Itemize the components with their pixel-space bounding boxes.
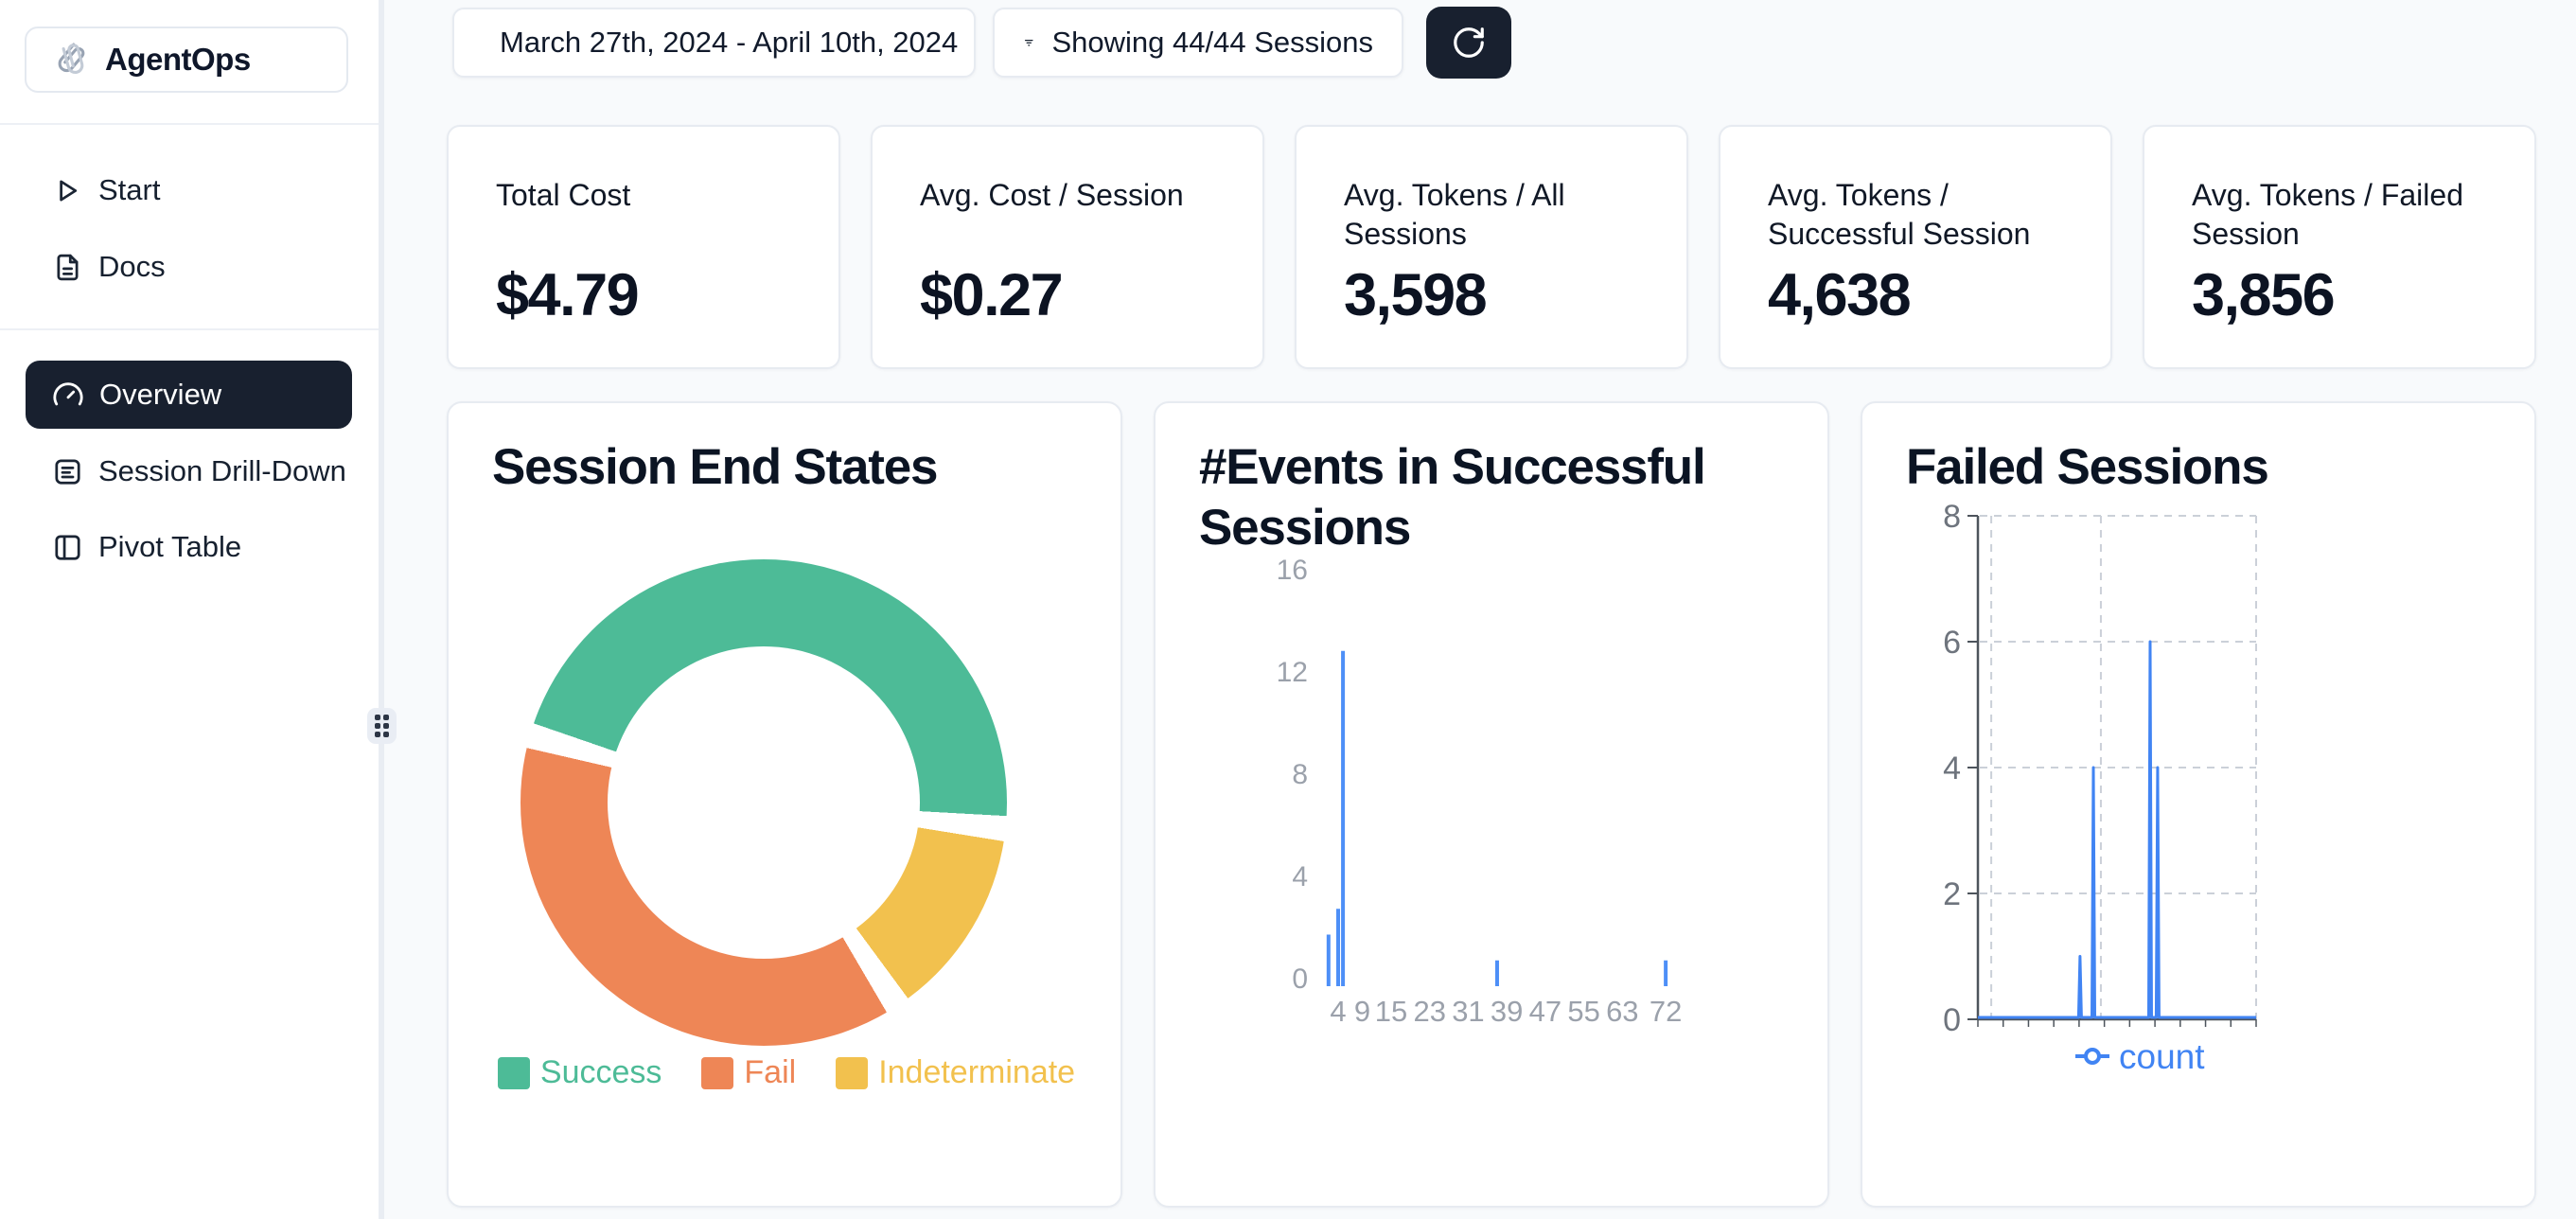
chart-card-session-end-states: Session End States Success Fail Indetermin…: [447, 401, 1122, 1208]
legend-swatch: [836, 1056, 869, 1089]
svg-text:count: count: [2119, 1037, 2205, 1076]
sidebar-item-docs[interactable]: Docs: [26, 239, 352, 294]
sidebar-item-label: Docs: [98, 250, 166, 283]
stat-label: Avg. Tokens / All Sessions: [1344, 178, 1565, 251]
sidebar-item-label: Session Drill-Down: [98, 454, 346, 487]
chart-title: Session End States: [492, 439, 938, 495]
session-filter-button[interactable]: Showing 44/44 Sessions: [993, 8, 1403, 78]
sidebar-resize-handle[interactable]: [367, 708, 397, 744]
stat-value: 3,598: [1344, 262, 1488, 328]
svg-text:39: 39: [1491, 995, 1523, 1028]
drag-dots-icon: [375, 715, 389, 737]
svg-text:8: 8: [1292, 759, 1308, 790]
svg-text:0: 0: [1292, 963, 1308, 995]
legend-swatch: [701, 1056, 734, 1089]
app-name: AgentOps: [105, 42, 251, 77]
svg-text:4: 4: [1292, 861, 1308, 892]
stat-label: Avg. Tokens / Failed Session: [2192, 178, 2463, 251]
date-range-picker[interactable]: March 27th, 2024 - April 10th, 2024: [452, 8, 976, 78]
chart-card-events-successful: #Events in Successful Sessions 0 4 8 12 16 4 9…: [1154, 401, 1829, 1208]
sidebar-item-pivot-table[interactable]: Pivot Table: [26, 520, 352, 574]
stat-value: 3,856: [2192, 262, 2336, 328]
refresh-icon: [1454, 27, 1484, 58]
svg-text:72: 72: [1650, 995, 1682, 1028]
gauge-icon: [53, 382, 83, 406]
svg-text:16: 16: [1277, 555, 1308, 586]
document-icon: [57, 254, 79, 280]
svg-text:2: 2: [1943, 876, 1961, 912]
sidebar-item-session-drill-down[interactable]: Session Drill-Down: [26, 444, 352, 499]
sidebar-item-label: Start: [98, 173, 161, 206]
stat-label: Total Cost: [496, 178, 631, 212]
legend-swatch: [497, 1056, 530, 1089]
sidebar-item-label: Pivot Table: [98, 530, 242, 563]
stat-card-avg-tokens-successful: Avg. Tokens / Successful Session 4,638: [1719, 125, 2112, 369]
sidebar-item-overview[interactable]: Overview: [26, 361, 352, 429]
legend-item-indeterminate[interactable]: Indeterminate: [836, 1054, 1075, 1091]
divider: [0, 328, 379, 330]
svg-text:47: 47: [1529, 995, 1561, 1028]
date-range-label: March 27th, 2024 - April 10th, 2024: [500, 26, 959, 59]
stat-card-avg-tokens-all: Avg. Tokens / All Sessions 3,598: [1295, 125, 1688, 369]
legend-item-success[interactable]: Success: [497, 1054, 662, 1091]
donut-legend: Success Fail Indeterminate: [449, 1054, 1124, 1091]
svg-text:4: 4: [1943, 751, 1961, 786]
legend-item-fail[interactable]: Fail: [701, 1054, 796, 1091]
chart-card-failed-sessions: Failed Sessions 0 2 4 6 8 count: [1861, 401, 2536, 1208]
failed-sessions-line-chart[interactable]: 0 2 4 6 8 count: [1862, 403, 2538, 1210]
legend-label: Fail: [744, 1054, 797, 1090]
stat-label: Avg. Tokens / Successful Session: [1768, 178, 2031, 251]
list-square-icon: [55, 458, 80, 485]
svg-text:31: 31: [1452, 995, 1484, 1028]
svg-text:15: 15: [1375, 995, 1407, 1028]
refresh-button[interactable]: [1426, 7, 1511, 79]
stat-value: $0.27: [920, 262, 1064, 328]
paperclip-logo-icon: [58, 43, 85, 74]
legend-label: Success: [539, 1054, 662, 1090]
svg-text:55: 55: [1567, 995, 1599, 1028]
svg-text:0: 0: [1943, 1002, 1961, 1038]
sidebar-item-start[interactable]: Start: [26, 163, 352, 218]
svg-text:12: 12: [1277, 657, 1308, 688]
filter-label: Showing 44/44 Sessions: [1051, 26, 1373, 59]
filter-icon: [1024, 40, 1033, 46]
stat-value: 4,638: [1768, 262, 1912, 328]
svg-text:4: 4: [1330, 995, 1346, 1028]
stat-value: $4.79: [496, 262, 640, 328]
stat-card-avg-cost-session: Avg. Cost / Session $0.27: [871, 125, 1264, 369]
divider: [0, 123, 379, 125]
stat-card-avg-tokens-failed: Avg. Tokens / Failed Session 3,856: [2143, 125, 2536, 369]
svg-text:6: 6: [1943, 625, 1961, 661]
sidebar-item-label: Overview: [99, 378, 222, 411]
svg-text:8: 8: [1943, 499, 1961, 535]
svg-text:9: 9: [1354, 995, 1370, 1028]
session-end-states-donut[interactable]: [520, 559, 1007, 1046]
svg-text:23: 23: [1413, 995, 1445, 1028]
stat-card-total-cost: Total Cost $4.79: [447, 125, 840, 369]
sidebar: AgentOps Start Docs Overview: [0, 0, 397, 1219]
chart-title: Failed Sessions: [1906, 439, 2269, 495]
legend-label: Indeterminate: [878, 1054, 1076, 1090]
svg-text:63: 63: [1606, 995, 1638, 1028]
chart-title: #Events in Successful Sessions: [1199, 439, 1706, 556]
play-icon: [60, 180, 78, 201]
donut-hole: [608, 646, 920, 959]
panel-left-icon: [55, 534, 80, 560]
stat-label: Avg. Cost / Session: [920, 178, 1184, 212]
app-logo[interactable]: AgentOps: [25, 26, 348, 93]
